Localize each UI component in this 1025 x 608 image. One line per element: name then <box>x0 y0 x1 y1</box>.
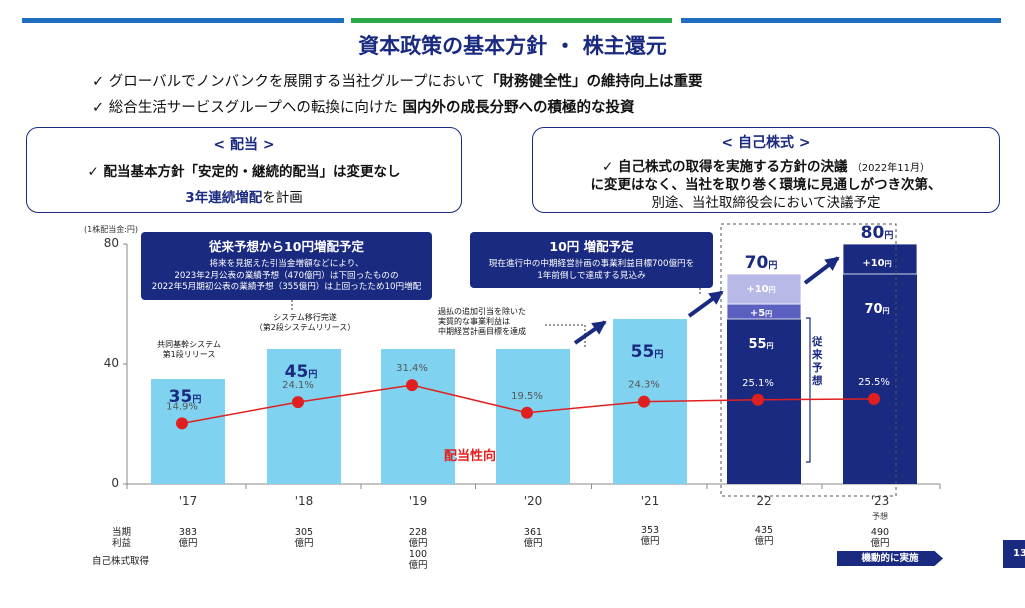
forecast-label: 従来予想 <box>812 336 823 387</box>
note-connector <box>545 324 586 347</box>
profit-row-label: 当期 利益 <box>112 527 132 549</box>
bar-base <box>843 274 917 484</box>
bar-base <box>381 349 455 484</box>
net-profit-value: 361 億円 <box>523 527 543 549</box>
bar-base <box>267 349 341 484</box>
payout-label: 25.5% <box>858 377 890 388</box>
x-tick-label: '20 <box>523 494 543 508</box>
bar-increment <box>842 243 918 275</box>
payout-point <box>521 406 533 419</box>
net-profit-value: 435 億円 <box>754 525 774 547</box>
x-tick-label: '19 <box>408 494 428 508</box>
x-tick-label: 22 <box>756 494 772 508</box>
payout-ratio-label: 配当性向 <box>444 449 497 464</box>
payout-label: 24.3% <box>628 380 660 391</box>
callout-left-body: 将来を見据えた引当金増額などにより、 2023年2月公表の業績予想（470億円）… <box>151 259 422 292</box>
x-tick-label: '23 <box>870 494 890 508</box>
payout-label: 25.1% <box>742 378 774 389</box>
bar-base <box>727 319 801 484</box>
y-axis-unit: (1株配当金:円) <box>84 225 139 234</box>
callout-left: 従来予想から10円増配予定 将来を見据えた引当金増額などにより、 2023年2月… <box>141 232 432 300</box>
bar-inner-label: +10円 <box>746 284 775 295</box>
x-sub-label: 予想 <box>872 512 888 521</box>
net-profit-value: 228 億円 100 億円 <box>408 527 428 571</box>
y-tick-label: 80 <box>103 236 119 250</box>
payout-point <box>638 395 650 408</box>
payout-point <box>752 393 764 406</box>
net-profit-value: 383 億円 <box>178 527 198 549</box>
payout-label: 31.4% <box>396 363 428 374</box>
bar-total-label: 80円 <box>861 223 894 243</box>
payout-point <box>176 417 188 430</box>
net-profit-value: 490 億円 <box>870 527 890 549</box>
bullet-growth-investment: ✓ 総合生活サービスグループへの転換に向けた 国内外の成長分野への積極的な投資 <box>92 100 635 116</box>
flexible-buyback-badge: 機動的に実施 <box>837 551 943 566</box>
payout-point <box>868 392 880 405</box>
payout-label: 14.9% <box>166 401 198 412</box>
growth-arrow-head <box>824 256 840 271</box>
buyback-row-label: 自己株式取得 <box>92 556 150 567</box>
bar-inner-label: +10円 <box>862 258 891 269</box>
x-tick-label: '17 <box>178 494 198 508</box>
net-profit-value: 305 億円 <box>294 527 314 549</box>
buyback-line-2: に変更はなく、当社を取り巻く環境に見通しがつき次第、 <box>590 177 942 193</box>
callout-left-heading: 従来予想から10円増配予定 <box>209 239 364 254</box>
x-tick-label: '18 <box>294 494 314 508</box>
payout-point <box>406 379 418 392</box>
bar-total-label: 70円 <box>745 253 778 273</box>
bar-base <box>496 349 570 484</box>
payout-label: 19.5% <box>511 391 543 402</box>
dividend-box: < 配当 > ✓ 配当基本方針「安定的・継続的配当」は変更なし 3年連続増配を計… <box>26 127 462 213</box>
dividend-plan-text: 3年連続増配を計画 <box>185 190 303 206</box>
forecast-frame <box>720 223 897 497</box>
note-2018: システム移行完遂 （第2段システムリリース） <box>254 313 356 332</box>
top-bar-center <box>351 18 672 23</box>
note-2020: 過払の追加引当を除いた 実質的な事業利益は 中期経営計画目標を達成 <box>438 307 526 336</box>
net-profit-value: 353 億円 <box>640 525 660 547</box>
callout-right-heading: 10円 増配予定 <box>549 239 634 254</box>
dividend-box-heading: < 配当 > <box>213 137 275 153</box>
growth-arrow-head <box>708 290 724 305</box>
callout-right: 10円 増配予定 現在進行中の中期経営計画の事業利益目標700億円を 1年前倒し… <box>470 232 713 288</box>
x-tick-label: '21 <box>640 494 660 508</box>
bullet-financial-health: ✓ グローバルでノンバンクを展開する当社グループにおいて「財務健全性」の維持向上… <box>92 74 703 90</box>
bar-forecast-increase <box>726 273 802 305</box>
callout-right-body: 現在進行中の中期経営計画の事業利益目標700億円を 1年前倒しで達成する見込み <box>488 259 695 281</box>
growth-arrow-head <box>591 320 607 335</box>
page-title: 資本政策の基本方針 ・ 株主還元 <box>358 34 667 58</box>
bar-inner-label: +5円 <box>750 308 772 319</box>
y-tick-label: 40 <box>103 356 119 370</box>
dividend-policy-text: ✓ 配当基本方針「安定的・継続的配当」は変更なし <box>87 164 401 180</box>
buyback-box-heading: < 自己株式 > <box>721 135 811 151</box>
forecast-bracket <box>806 317 811 463</box>
bar-base <box>151 379 225 484</box>
top-bar-right <box>681 18 1001 23</box>
y-tick-label: 0 <box>111 476 119 490</box>
payout-label: 24.1% <box>282 380 314 391</box>
buyback-box: < 自己株式 > ✓ 自己株式の取得を実施する方針の決議 （2022年11月） … <box>532 127 1000 213</box>
note-2017: 共同基幹システム 第1段リリース <box>157 340 221 359</box>
page-number: 13 <box>1003 540 1025 568</box>
buyback-line-1: ✓ 自己株式の取得を実施する方針の決議 （2022年11月） <box>602 159 930 175</box>
top-bar-left <box>22 18 344 23</box>
payout-point <box>292 396 304 409</box>
buyback-line-3: 別途、当社取締役会において決議予定 <box>651 195 881 211</box>
